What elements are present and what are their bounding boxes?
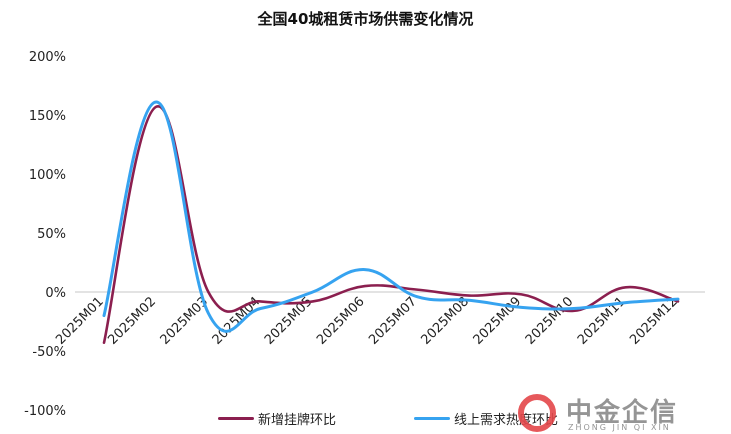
watermark-en: ZHONG JIN QI XIN [568, 423, 671, 432]
legend-label: 新增挂牌环比 [258, 413, 337, 428]
y-tick-label: 100% [29, 168, 66, 183]
y-tick-label: 50% [37, 227, 66, 242]
x-tick-label: 2025M08 [418, 294, 472, 348]
y-tick-label: 200% [29, 50, 66, 65]
watermark-cn: 中金企信 [566, 398, 679, 428]
legend-swatch-blue [414, 417, 450, 420]
y-tick-label: -100% [24, 404, 66, 419]
legend-swatch-purple [218, 417, 254, 420]
y-tick-label: 150% [29, 109, 66, 124]
y-tick-label: -50% [32, 345, 66, 360]
x-tick-label: 2025M02 [105, 294, 159, 348]
x-tick-label: 2025M07 [366, 294, 420, 348]
watermark-logo: 中金企信 ZHONG JIN QI XIN [518, 392, 728, 434]
y-tick-label: 0% [45, 286, 66, 301]
x-tick-label: 2025M06 [314, 294, 368, 348]
legend-item-new-listings: 新增挂牌环比 [218, 409, 336, 428]
chart-title: 全国40城租赁市场供需变化情况 [257, 10, 474, 28]
x-tick-label: 2025M01 [53, 294, 107, 348]
x-tick-label: 2025M10 [523, 294, 577, 348]
series-line-online-demand [102, 100, 680, 333]
logo-icon [518, 394, 556, 432]
